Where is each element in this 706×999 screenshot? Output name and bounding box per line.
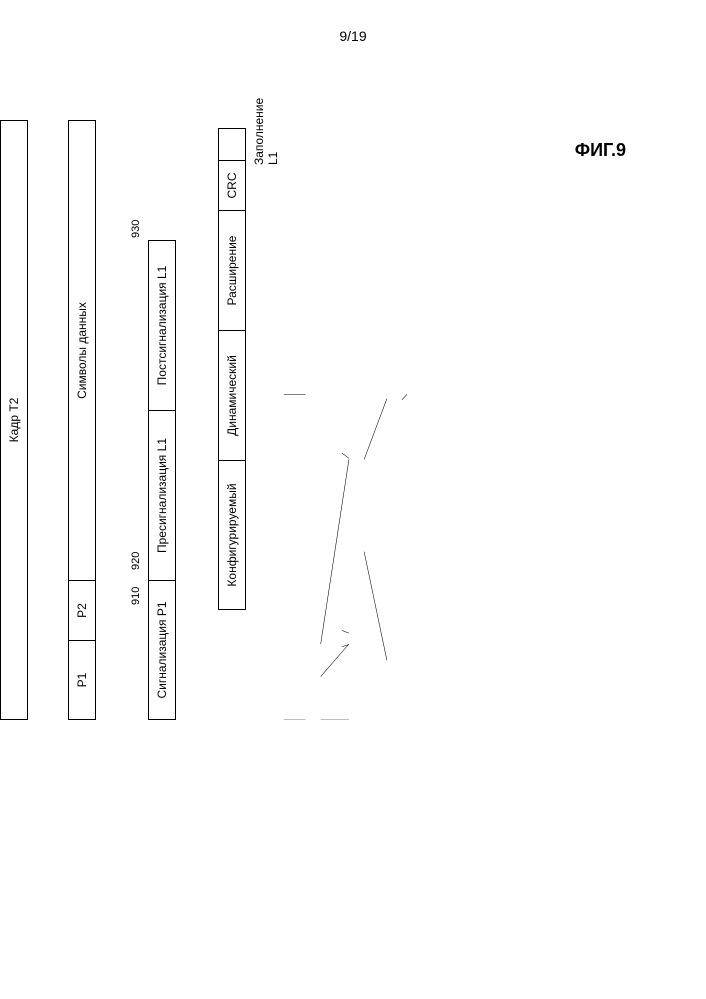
cell-frame-title: Кадр T2 [0,120,28,720]
cell-crc: CRC [218,160,246,210]
ref-920: 920 [130,552,142,570]
row-signalling: Сигнализация P1 Пресигнализация L1 Постс… [148,240,176,720]
ref-930: 930 [130,220,142,238]
cell-configurable: Конфигурируемый [218,460,246,610]
ref-910: 910 [130,587,142,605]
cell-sig-p1: Сигнализация P1 [148,580,176,720]
figure-label: ФИГ.9 [575,140,626,161]
cell-extension: Расширение [218,210,246,330]
row-symbols: P1 P2 Символы данных [68,120,96,720]
cell-padding-box [218,128,246,160]
frame-structure-diagram: Кадр T2 P1 P2 Символы данных Сигнализаци… [0,340,700,720]
cell-postsig-l1: Постсигнализация L1 [148,240,176,410]
cell-dynamic: Динамический [218,330,246,460]
row-frame: Кадр T2 [0,120,28,720]
cell-presig-l1: Пресигнализация L1 [148,410,176,580]
label-padding-l1: Заполнение L1 [252,98,280,165]
page-number: 9/19 [339,28,366,44]
row-postsig-fields: Конфигурируемый Динамический Расширение … [218,128,246,610]
cell-p1: P1 [68,640,96,720]
cell-data-symbols: Символы данных [68,120,96,580]
connector-lines [0,340,700,720]
cell-p2: P2 [68,580,96,640]
